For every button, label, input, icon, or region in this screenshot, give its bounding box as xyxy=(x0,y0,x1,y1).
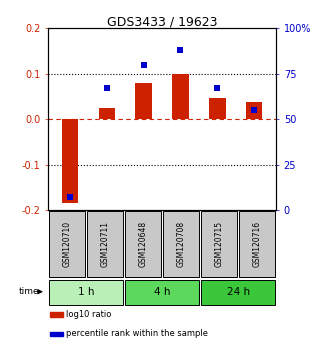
Text: percentile rank within the sample: percentile rank within the sample xyxy=(66,329,208,338)
Text: GSM120715: GSM120715 xyxy=(214,221,224,267)
Bar xyxy=(49,280,123,305)
Bar xyxy=(49,211,85,278)
Bar xyxy=(163,211,199,278)
Bar xyxy=(62,119,78,203)
Bar xyxy=(50,332,63,336)
Bar xyxy=(239,211,275,278)
Bar xyxy=(246,102,262,119)
Bar xyxy=(50,312,63,317)
Bar xyxy=(201,211,237,278)
Text: log10 ratio: log10 ratio xyxy=(66,310,111,319)
Bar xyxy=(135,83,152,119)
Bar xyxy=(125,280,199,305)
Bar xyxy=(125,211,161,278)
Text: 4 h: 4 h xyxy=(154,287,170,297)
Bar xyxy=(201,280,275,305)
Bar xyxy=(172,74,189,119)
Text: GSM120716: GSM120716 xyxy=(253,221,262,267)
Bar xyxy=(99,108,115,119)
Text: GSM120710: GSM120710 xyxy=(63,221,72,267)
Text: GSM120648: GSM120648 xyxy=(139,221,148,267)
Bar xyxy=(87,211,123,278)
Text: time: time xyxy=(19,287,39,296)
Bar xyxy=(209,98,226,119)
Text: 1 h: 1 h xyxy=(78,287,94,297)
Text: 24 h: 24 h xyxy=(227,287,250,297)
Title: GDS3433 / 19623: GDS3433 / 19623 xyxy=(107,15,217,28)
Text: GSM120711: GSM120711 xyxy=(100,221,110,267)
Text: GSM120708: GSM120708 xyxy=(177,221,186,267)
